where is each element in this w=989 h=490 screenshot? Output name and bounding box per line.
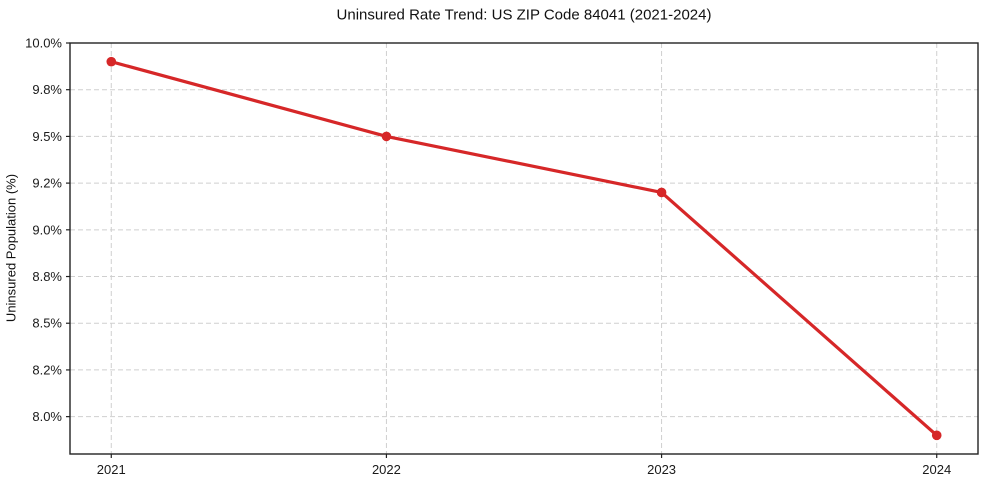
y-tick-label: 8.5% bbox=[32, 316, 62, 331]
x-tick-label: 2024 bbox=[922, 462, 951, 477]
data-point bbox=[106, 56, 117, 67]
trend-line bbox=[109, 60, 939, 437]
x-tick-label: 2023 bbox=[647, 462, 676, 477]
y-tick-label: 9.2% bbox=[32, 176, 62, 191]
x-tick-label: 2021 bbox=[97, 462, 126, 477]
chart-title: Uninsured Rate Trend: US ZIP Code 84041 … bbox=[336, 6, 712, 24]
y-tick-label: 8.2% bbox=[32, 362, 62, 377]
y-tick-label: 8.8% bbox=[32, 269, 62, 284]
data-point bbox=[656, 187, 667, 198]
y-tick-label: 9.5% bbox=[32, 129, 62, 144]
y-tick-label: 8.0% bbox=[32, 409, 62, 424]
data-point bbox=[381, 131, 392, 142]
y-tick-label: 9.0% bbox=[32, 222, 62, 237]
axes-box bbox=[69, 42, 979, 455]
y-tick-label: 10.0% bbox=[25, 36, 62, 51]
y-tick-label: 9.8% bbox=[32, 82, 62, 97]
x-tick-label: 2022 bbox=[372, 462, 401, 477]
data-point bbox=[931, 430, 942, 441]
